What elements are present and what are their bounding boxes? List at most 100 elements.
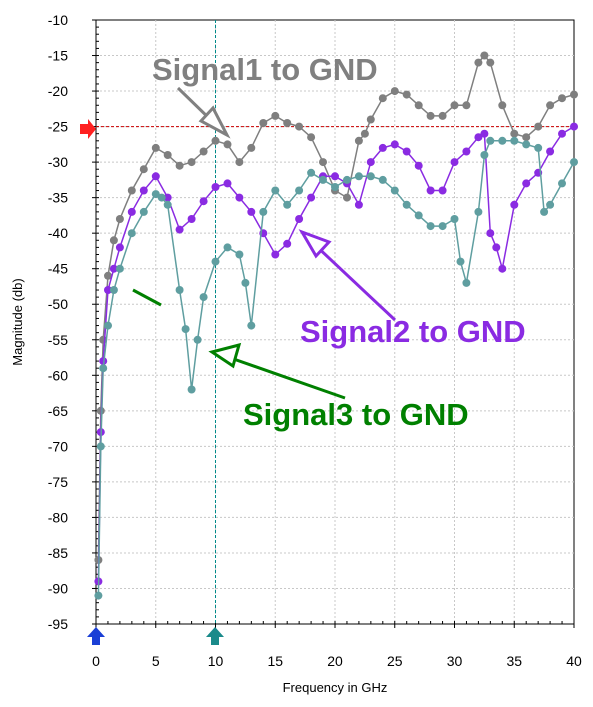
- data-point: [104, 321, 112, 330]
- data-point: [163, 151, 172, 159]
- data-point: [199, 147, 208, 156]
- x-tick-label: 20: [327, 653, 343, 669]
- data-point: [259, 119, 268, 127]
- data-point: [247, 207, 256, 216]
- data-point: [546, 200, 555, 209]
- y-tick-label: -80: [48, 509, 68, 525]
- annotation-signal1: Signal1 to GND: [152, 52, 378, 87]
- data-point: [462, 101, 471, 110]
- data-point: [127, 186, 136, 195]
- data-point: [109, 236, 118, 245]
- y-tick-label: -60: [48, 367, 68, 383]
- data-point: [558, 94, 566, 103]
- y-tick-label: -75: [48, 474, 68, 490]
- data-point: [570, 90, 578, 99]
- data-point: [426, 111, 435, 120]
- data-point: [247, 321, 256, 330]
- data-point: [115, 243, 124, 252]
- data-point: [438, 111, 447, 120]
- y-tick-label: -25: [48, 119, 68, 135]
- data-point: [181, 325, 190, 334]
- data-point: [354, 172, 363, 181]
- data-point: [378, 143, 387, 152]
- data-point: [109, 286, 118, 294]
- signal3-arrow: [132, 288, 346, 400]
- y-tick-label: -30: [48, 154, 68, 170]
- data-point: [426, 222, 435, 231]
- data-point: [139, 207, 148, 216]
- y-tick-label: -20: [48, 83, 68, 99]
- data-point: [193, 335, 202, 344]
- x-tick-label: 5: [152, 653, 160, 669]
- data-point: [354, 136, 363, 145]
- data-point: [558, 129, 566, 138]
- series-3: [94, 136, 578, 600]
- x-tick-label: 35: [506, 653, 522, 669]
- y-tick-label: -50: [48, 296, 68, 312]
- annotation-signal3: Signal3 to GND: [243, 397, 469, 432]
- data-point: [127, 229, 136, 238]
- data-point: [414, 101, 423, 110]
- data-point: [163, 200, 172, 209]
- data-point: [307, 133, 316, 142]
- data-point: [438, 222, 447, 231]
- data-point: [522, 133, 531, 142]
- data-point: [109, 264, 118, 273]
- data-point: [570, 158, 578, 167]
- data-point: [319, 175, 327, 184]
- data-point: [295, 215, 304, 223]
- data-point: [402, 200, 411, 209]
- data-point: [199, 197, 208, 206]
- data-point: [223, 243, 232, 252]
- data-point: [558, 179, 566, 188]
- y-tick-label: -40: [48, 225, 68, 241]
- data-point: [378, 94, 387, 103]
- data-point: [474, 207, 483, 216]
- y-axis-title: Magnitude (db): [10, 278, 25, 365]
- data-point: [343, 175, 351, 184]
- data-point: [187, 158, 196, 167]
- data-point: [534, 122, 543, 131]
- data-point: [151, 143, 160, 152]
- x-tick-label: 10: [208, 653, 224, 669]
- data-point: [241, 278, 250, 287]
- data-point: [151, 190, 160, 199]
- data-point: [319, 158, 327, 167]
- data-point: [486, 229, 495, 238]
- data-point: [546, 147, 555, 156]
- data-point: [259, 207, 268, 216]
- data-point: [486, 136, 495, 145]
- data-point: [295, 122, 304, 131]
- y-tick-label: -85: [48, 545, 68, 561]
- axis-markers: [80, 119, 224, 645]
- data-point: [540, 207, 549, 216]
- y-tick-label: -95: [48, 616, 68, 632]
- data-point: [283, 200, 292, 209]
- data-point: [462, 278, 471, 287]
- blue-marker-icon: [87, 627, 105, 645]
- data-point: [223, 179, 232, 188]
- y-tick-label: -10: [48, 12, 68, 28]
- data-point: [331, 183, 339, 191]
- data-point: [175, 286, 184, 294]
- red-marker-icon: [80, 119, 96, 139]
- data-point: [498, 264, 507, 273]
- data-point: [235, 158, 244, 167]
- data-point: [127, 207, 136, 216]
- data-point: [480, 151, 489, 159]
- data-point: [450, 101, 459, 110]
- data-point: [271, 250, 280, 259]
- data-point: [187, 385, 196, 394]
- annotation-layer: Signal1 to GND Signal2 to GND Signal3 to…: [132, 52, 526, 432]
- data-point: [510, 136, 519, 145]
- data-point: [295, 186, 304, 195]
- y-tick-label: -35: [48, 190, 68, 206]
- y-tick-label: -65: [48, 403, 68, 419]
- data-point: [187, 215, 196, 223]
- data-point: [510, 129, 519, 138]
- data-point: [390, 186, 399, 195]
- data-point: [570, 122, 578, 131]
- data-point: [522, 179, 531, 188]
- data-point: [99, 364, 108, 373]
